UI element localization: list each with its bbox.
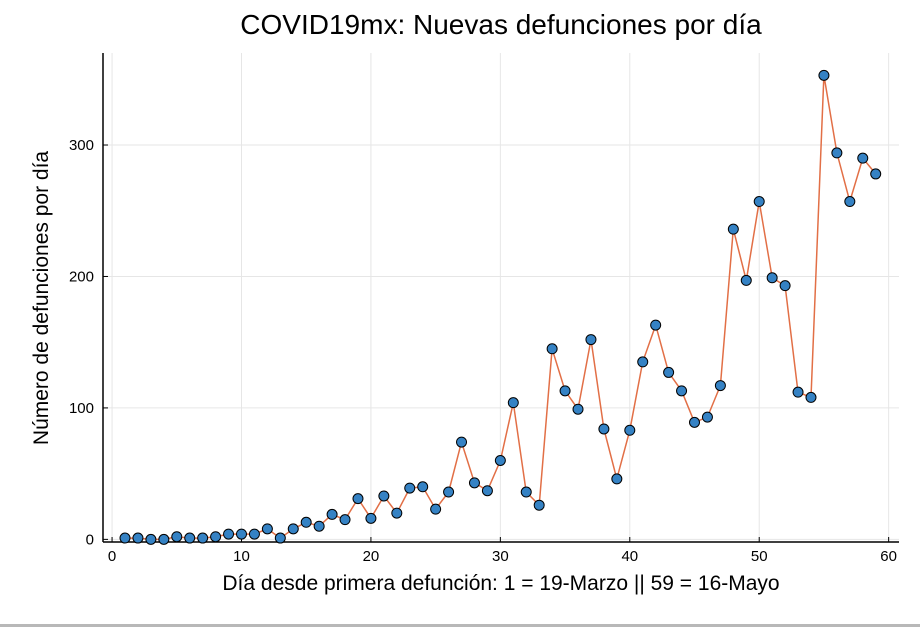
y-ticks: 0 100 200 300 — [69, 137, 108, 548]
data-point — [766, 272, 778, 284]
data-point — [274, 532, 286, 544]
data-point — [365, 512, 377, 524]
data-point — [119, 532, 131, 544]
data-point — [533, 499, 545, 511]
bottom-border — [0, 624, 920, 627]
data-point — [352, 493, 364, 505]
data-point — [313, 520, 325, 532]
data-point — [300, 516, 312, 528]
data-point — [223, 528, 235, 540]
data-point — [779, 280, 791, 292]
x-tick-label: 40 — [621, 548, 638, 565]
data-point — [546, 343, 558, 355]
data-point — [326, 508, 338, 520]
y-tick-label: 0 — [86, 531, 94, 548]
data-point — [831, 147, 843, 159]
data-point — [378, 490, 390, 502]
chart-title: COVID19mx: Nuevas defunciones por día — [240, 9, 762, 40]
data-point — [158, 533, 170, 545]
data-point — [611, 473, 623, 485]
data-point — [339, 514, 351, 526]
y-tick-label: 300 — [69, 137, 94, 154]
data-point — [727, 223, 739, 235]
data-point — [714, 380, 726, 392]
y-tick-label: 100 — [69, 400, 94, 417]
data-point — [468, 477, 480, 489]
data-point — [235, 528, 247, 540]
data-point — [676, 385, 688, 397]
data-point — [688, 416, 700, 428]
data-point — [494, 455, 506, 466]
y-tick-label: 200 — [69, 268, 94, 285]
data-point — [145, 533, 157, 545]
data-point — [456, 436, 468, 448]
data-point — [132, 532, 144, 544]
x-tick-label: 20 — [363, 548, 380, 565]
data-point — [818, 69, 830, 81]
data-point — [857, 152, 869, 164]
grid-lines — [103, 53, 899, 542]
data-point — [870, 168, 882, 180]
x-tick-label: 0 — [108, 548, 116, 565]
data-point — [248, 528, 260, 540]
x-tick-label: 50 — [751, 548, 768, 565]
x-tick-label: 30 — [492, 548, 509, 565]
x-axis-label: Día desde primera defunción: 1 = 19-Marz… — [222, 572, 779, 595]
data-point — [572, 403, 584, 415]
x-tick-label: 60 — [880, 548, 897, 565]
data-point — [663, 366, 675, 378]
data-point — [430, 503, 442, 515]
data-point — [391, 507, 403, 519]
data-point — [585, 334, 597, 346]
data-point — [481, 485, 493, 497]
x-ticks: 0 10 20 30 40 50 60 — [108, 537, 897, 565]
data-point — [598, 423, 610, 435]
data-point — [507, 397, 519, 409]
data-point — [287, 523, 299, 535]
data-point — [792, 386, 804, 398]
data-point — [404, 482, 416, 494]
data-point — [417, 481, 429, 493]
data-point — [805, 391, 817, 403]
data-point — [261, 523, 273, 535]
data-point — [197, 532, 209, 544]
data-point — [701, 411, 713, 423]
y-axis-label: Número de defunciones por día — [30, 151, 53, 446]
series-deaths — [119, 69, 882, 545]
data-point — [637, 356, 649, 368]
data-point — [559, 385, 571, 397]
data-point — [520, 486, 532, 498]
data-point — [171, 531, 183, 543]
data-point — [184, 532, 196, 544]
data-point — [753, 196, 765, 208]
data-point — [844, 196, 856, 208]
data-point — [443, 486, 455, 498]
axes — [102, 53, 899, 543]
data-point — [210, 531, 222, 543]
data-point — [740, 274, 752, 286]
data-point — [650, 319, 662, 331]
x-tick-label: 10 — [233, 548, 250, 565]
data-point — [624, 424, 636, 436]
